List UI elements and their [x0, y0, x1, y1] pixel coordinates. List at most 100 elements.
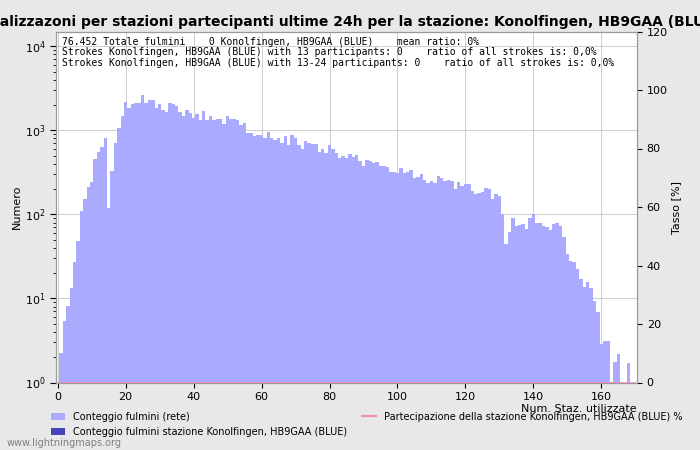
- Bar: [461, 186, 463, 450]
- Bar: [111, 171, 114, 450]
- Bar: [423, 180, 426, 450]
- Bar: [545, 227, 549, 450]
- Bar: [589, 288, 593, 450]
- Bar: [501, 214, 505, 450]
- Bar: [338, 158, 342, 450]
- Bar: [582, 287, 586, 450]
- Bar: [284, 136, 287, 450]
- Bar: [216, 118, 219, 450]
- Bar: [579, 279, 582, 450]
- Bar: [402, 173, 406, 450]
- Bar: [276, 138, 280, 450]
- Bar: [250, 133, 253, 450]
- Bar: [182, 116, 185, 450]
- Bar: [87, 187, 90, 450]
- Bar: [117, 128, 120, 450]
- Legend: Conteggio fulmini (rete), Conteggio fulmini stazione Konolfingen, HB9GAA (BLUE),: Conteggio fulmini (rete), Conteggio fulm…: [47, 408, 687, 441]
- Bar: [206, 120, 209, 450]
- Bar: [358, 161, 362, 450]
- Bar: [73, 262, 76, 450]
- Bar: [298, 145, 300, 450]
- Bar: [362, 166, 365, 450]
- Bar: [498, 196, 501, 450]
- Bar: [114, 143, 117, 450]
- Bar: [474, 194, 477, 450]
- Bar: [596, 312, 600, 450]
- Bar: [467, 184, 470, 450]
- Bar: [379, 166, 382, 450]
- Bar: [236, 120, 239, 450]
- Bar: [97, 152, 100, 450]
- Bar: [311, 144, 314, 450]
- Bar: [566, 254, 569, 450]
- Bar: [219, 119, 223, 450]
- Bar: [280, 143, 284, 450]
- Bar: [120, 116, 124, 450]
- Bar: [569, 261, 573, 450]
- Text: Strokes Konolfingen, HB9GAA (BLUE) with 13 participants: 0    ratio of all strok: Strokes Konolfingen, HB9GAA (BLUE) with …: [62, 47, 596, 57]
- Bar: [290, 135, 294, 450]
- Bar: [518, 225, 522, 450]
- Bar: [494, 194, 498, 450]
- Bar: [603, 341, 606, 450]
- Bar: [76, 241, 80, 450]
- Bar: [324, 153, 328, 450]
- Bar: [559, 225, 562, 450]
- Bar: [433, 183, 437, 450]
- Bar: [447, 180, 450, 450]
- Bar: [549, 230, 552, 450]
- Bar: [304, 140, 307, 450]
- Bar: [610, 382, 613, 450]
- Bar: [348, 154, 351, 450]
- Bar: [437, 176, 440, 450]
- Bar: [542, 226, 545, 450]
- Bar: [410, 170, 413, 450]
- Bar: [230, 119, 232, 450]
- Bar: [172, 104, 175, 450]
- Bar: [127, 108, 131, 450]
- Bar: [586, 282, 589, 450]
- Bar: [382, 166, 386, 450]
- Bar: [369, 161, 372, 450]
- Bar: [454, 189, 457, 450]
- Bar: [321, 149, 324, 450]
- Bar: [491, 199, 494, 450]
- Title: Localizzazoni per stazioni partecipanti ultime 24h per la stazione: Konolfingen,: Localizzazoni per stazioni partecipanti …: [0, 15, 700, 29]
- Bar: [151, 100, 155, 450]
- Bar: [209, 116, 212, 450]
- Bar: [60, 352, 63, 450]
- Bar: [83, 198, 87, 450]
- Bar: [69, 288, 73, 450]
- Bar: [413, 178, 416, 450]
- Bar: [457, 182, 461, 450]
- Bar: [606, 341, 610, 450]
- Bar: [528, 218, 532, 450]
- Bar: [185, 110, 188, 450]
- Bar: [535, 223, 538, 450]
- Bar: [63, 321, 66, 450]
- Bar: [630, 382, 634, 450]
- Bar: [155, 108, 158, 450]
- Bar: [66, 306, 69, 450]
- Bar: [253, 136, 256, 450]
- Bar: [137, 103, 141, 450]
- Bar: [287, 145, 290, 450]
- Bar: [175, 106, 178, 450]
- Bar: [634, 382, 637, 450]
- Bar: [328, 145, 331, 450]
- Bar: [419, 174, 423, 450]
- Bar: [372, 163, 375, 450]
- Bar: [484, 189, 487, 450]
- Bar: [335, 153, 338, 450]
- Bar: [406, 172, 410, 450]
- Bar: [416, 177, 419, 450]
- Bar: [90, 183, 93, 450]
- Bar: [134, 103, 137, 450]
- Text: Num. Staz. utilizzate: Num. Staz. utilizzate: [522, 404, 637, 414]
- Bar: [199, 120, 202, 450]
- Bar: [626, 363, 630, 450]
- Text: www.lightningmaps.org: www.lightningmaps.org: [7, 438, 122, 448]
- Bar: [556, 222, 559, 450]
- Bar: [450, 181, 454, 450]
- Bar: [226, 116, 230, 450]
